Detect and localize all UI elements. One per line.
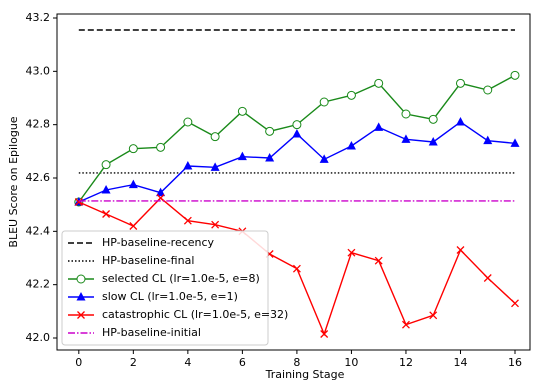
point bbox=[374, 122, 384, 131]
y-tick-label: 42.6 bbox=[26, 171, 51, 184]
point bbox=[237, 106, 247, 116]
point bbox=[319, 97, 329, 107]
point bbox=[210, 162, 220, 171]
y-tick-label: 42.8 bbox=[26, 118, 51, 131]
legend-label: selected CL (lr=1.0e-5, e=8) bbox=[102, 272, 260, 285]
series-line bbox=[78, 74, 516, 203]
y-tick-label: 43.0 bbox=[26, 64, 51, 77]
point bbox=[483, 274, 492, 282]
legend-label: HP-baseline-recency bbox=[102, 236, 215, 249]
point bbox=[265, 126, 275, 136]
point bbox=[428, 114, 438, 124]
point bbox=[456, 246, 465, 254]
plot-frame bbox=[56, 13, 531, 351]
point bbox=[211, 220, 220, 229]
legend-box bbox=[61, 230, 269, 346]
point bbox=[183, 117, 193, 127]
point bbox=[483, 135, 493, 145]
y-tick-label: 42.4 bbox=[26, 224, 51, 237]
y-tick-label: 43.2 bbox=[26, 11, 51, 24]
point bbox=[237, 151, 247, 161]
point bbox=[401, 109, 411, 119]
point bbox=[292, 129, 302, 138]
point bbox=[74, 198, 83, 206]
x-tick-label: 6 bbox=[239, 356, 246, 369]
point bbox=[102, 210, 111, 218]
point bbox=[101, 160, 111, 170]
point bbox=[428, 137, 438, 146]
point bbox=[374, 78, 384, 88]
legend-label: slow CL (lr=1.0e-5, e=1) bbox=[102, 290, 238, 303]
point bbox=[455, 117, 465, 126]
x-axis-label: Training Stage bbox=[265, 368, 345, 381]
x-tick-label: 14 bbox=[453, 356, 467, 369]
point bbox=[510, 70, 520, 80]
y-tick-label: 42.2 bbox=[26, 278, 51, 291]
point bbox=[511, 299, 519, 308]
point bbox=[128, 144, 138, 154]
point bbox=[455, 78, 465, 88]
y-axis-label: BLEU Score on Epilogue bbox=[7, 116, 20, 247]
point bbox=[346, 141, 356, 150]
point bbox=[292, 120, 302, 130]
point bbox=[401, 134, 411, 143]
x-tick-label: 16 bbox=[508, 356, 522, 369]
legend-label: catastrophic CL (lr=1.0e-5, e=32) bbox=[102, 308, 288, 321]
point bbox=[292, 264, 301, 273]
x-tick-label: 0 bbox=[75, 356, 82, 369]
x-tick-label: 2 bbox=[130, 356, 137, 369]
legend-label: HP-baseline-initial bbox=[102, 326, 201, 339]
point bbox=[128, 179, 138, 189]
legend-marker bbox=[76, 292, 86, 301]
x-tick-label: 10 bbox=[344, 356, 358, 369]
x-tick-label: 8 bbox=[293, 356, 300, 369]
point bbox=[183, 161, 193, 170]
y-tick-label: 42.0 bbox=[26, 331, 51, 344]
point bbox=[156, 142, 166, 152]
legend-marker bbox=[76, 274, 86, 284]
point bbox=[483, 85, 493, 95]
point bbox=[210, 132, 220, 142]
legend-marker bbox=[77, 311, 85, 319]
point bbox=[156, 187, 166, 197]
point bbox=[265, 153, 275, 162]
point bbox=[320, 330, 329, 338]
point bbox=[183, 216, 192, 225]
point bbox=[319, 154, 329, 163]
legend-label: HP-baseline-final bbox=[102, 254, 194, 267]
legend: HP-baseline-recency HP-baseline-final sele… bbox=[61, 230, 288, 346]
point bbox=[347, 248, 356, 257]
x-tick-label: 12 bbox=[399, 356, 413, 369]
point bbox=[510, 138, 520, 147]
point bbox=[401, 320, 410, 329]
point bbox=[429, 311, 438, 320]
point bbox=[129, 222, 138, 230]
point bbox=[346, 90, 356, 100]
point bbox=[374, 256, 383, 265]
point bbox=[101, 185, 111, 194]
x-tick-label: 4 bbox=[184, 356, 191, 369]
